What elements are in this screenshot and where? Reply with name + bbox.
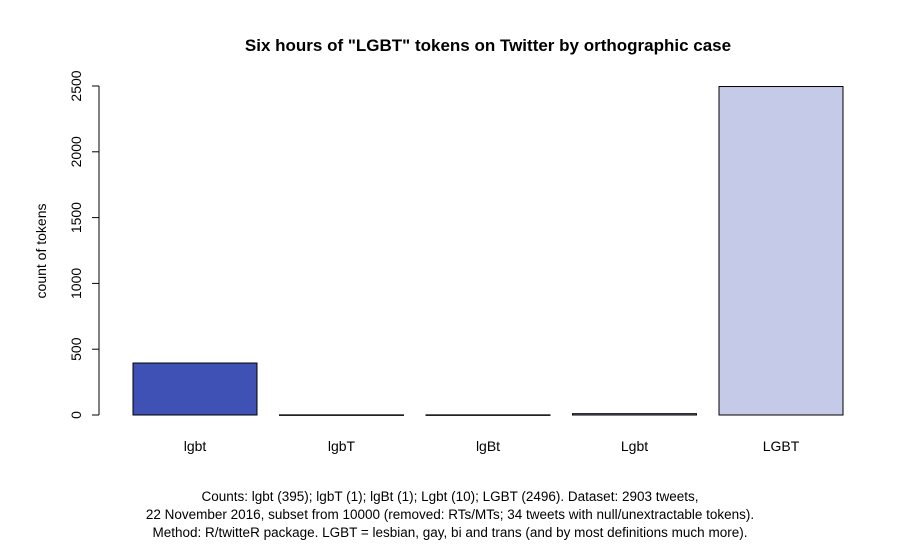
bars [132,86,844,416]
x-tick-label: lgBt [476,438,500,454]
y-tick-label: 500 [68,337,84,361]
x-tick-label: lgbT [328,438,356,454]
chart-caption: Counts: lgbt (395); lgbT (1); lgBt (1); … [0,488,900,542]
bar-lgbt [132,362,258,416]
y-tick-label: 2500 [68,70,84,101]
caption-line-2: 22 November 2016, subset from 10000 (rem… [145,507,755,522]
y-tick-label: 2000 [68,136,84,167]
y-axis: 0 500 1000 1500 2000 2500 [68,70,100,419]
bar-chart: Six hours of "LGBT" tokens on Twitter by… [33,36,844,454]
bar-lgBt [425,414,551,416]
caption-line-3: Method: R/twitteR package. LGBT = lesbia… [152,525,748,540]
chart-title: Six hours of "LGBT" tokens on Twitter by… [245,36,731,55]
y-axis-label: count of tokens [33,204,49,299]
bar-LGBT [718,86,844,416]
y-tick-label: 0 [68,411,84,419]
y-tick-label: 1000 [68,268,84,299]
x-tick-label: Lgbt [621,438,648,454]
x-tick-label: LGBT [763,438,800,454]
bar-Lgbt [572,413,697,416]
y-tick-label: 1500 [68,202,84,233]
x-tick-labels: lgbt lgbT lgBt Lgbt LGBT [184,438,800,454]
bar-lgbT [279,414,404,416]
caption-line-1: Counts: lgbt (395); lgbT (1); lgBt (1); … [201,489,699,504]
x-tick-label: lgbt [184,438,207,454]
